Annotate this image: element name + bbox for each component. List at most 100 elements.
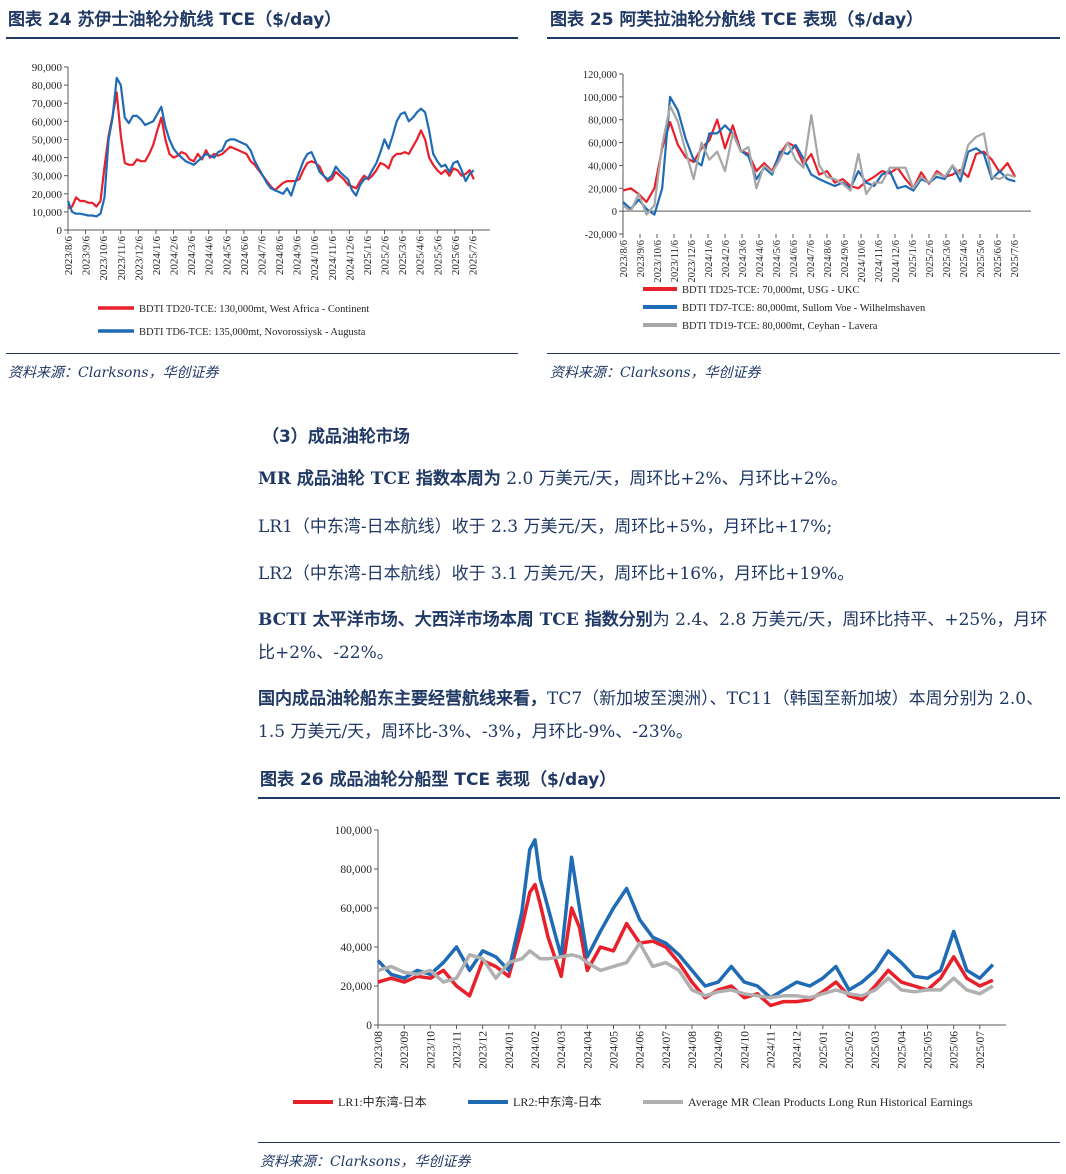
fig26-x-tick-label: 2024/06 [635, 1031, 647, 1069]
fig26-x-tick-label: 2024/02 [530, 1031, 542, 1069]
paragraph-lr2: LR2（中东湾-日本航线）收于 3.1 万美元/天，周环比+16%，月环比+19… [258, 564, 855, 584]
fig25-x-tick-label: 2023/10/6 [653, 240, 664, 283]
fig26-legend-label-0: LR1:中东湾-日本 [338, 1094, 427, 1109]
fig25-x-tick-label: 2025/5/6 [976, 240, 987, 277]
fig26-y-tick-label: 60,000 [340, 903, 372, 915]
fig26-legend-label-2: Average MR Clean Products Long Run Histo… [688, 1095, 973, 1109]
fig26-x-tick-label: 2025/06 [949, 1031, 961, 1069]
section-heading: （3）成品油轮市场 [262, 427, 410, 447]
figure-26-top-rule [258, 797, 1060, 799]
fig25-y-tick-label: 0 [612, 207, 617, 218]
fig26-x-tick-label: 2024/12 [792, 1031, 804, 1069]
fig26-y-tick-label: 40,000 [340, 942, 372, 954]
fig25-x-tick-label: 2025/7/6 [1010, 240, 1021, 277]
fig26-y-tick-label: 100,000 [335, 825, 373, 837]
fig24-y-tick-label: 10,000 [32, 207, 63, 219]
fig25-y-tick-label: 40,000 [588, 161, 617, 172]
fig24-y-tick-label: 50,000 [32, 134, 63, 146]
fig25-x-tick-label: 2024/5/6 [772, 240, 783, 277]
paragraph-domestic: 国内成品油轮船东主要经营航线来看，TC7（新加坡至澳洲）、TC11（韩国至新加坡… [258, 683, 1064, 749]
fig25-x-tick-label: 2023/11/6 [670, 240, 681, 282]
fig26-y-tick-label: 80,000 [340, 864, 372, 876]
fig26-x-tick-label: 2024/10 [739, 1031, 751, 1069]
fig26-x-tick-label: 2023/08 [373, 1031, 385, 1069]
fig24-y-tick-label: 70,000 [32, 98, 63, 110]
fig24-x-tick-label: 2025/6/6 [450, 236, 462, 276]
fig26-x-tick-label: 2024/04 [582, 1031, 594, 1069]
fig25-series-line-1 [622, 95, 1016, 216]
fig26-series-line-1 [376, 838, 995, 1000]
paragraph-domestic-lead: 国内成品油轮船东主要经营航线来看， [258, 689, 547, 709]
fig26-x-tick-label: 2025/02 [844, 1031, 856, 1069]
fig26-x-tick-label: 2025/03 [870, 1031, 882, 1069]
fig24-x-tick-label: 2025/7/6 [467, 236, 479, 276]
fig25-x-tick-label: 2024/6/6 [789, 240, 800, 277]
fig25-x-tick-label: 2024/9/6 [840, 240, 851, 277]
figure-24-bottom-rule [6, 353, 518, 354]
fig24-x-tick-label: 2023/11/6 [116, 236, 128, 281]
fig24-x-tick-label: 2024/12/6 [344, 236, 356, 281]
fig24-x-tick-label: 2024/9/6 [292, 236, 304, 276]
fig24-x-tick-label: 2023/9/6 [81, 236, 93, 276]
fig24-y-tick-label: 90,000 [32, 62, 63, 74]
fig26-x-tick-label: 2024/08 [687, 1031, 699, 1069]
fig24-legend-label-1: BDTI TD6-TCE: 135,000mt, Novorossiysk - … [139, 327, 366, 338]
fig24-x-tick-label: 2025/1/6 [362, 236, 374, 276]
fig24-x-tick-label: 2024/1/6 [151, 236, 163, 276]
fig25-x-tick-label: 2024/8/6 [823, 240, 834, 277]
fig25-y-tick-label: 60,000 [588, 139, 617, 150]
fig26-x-tick-label: 2023/11 [452, 1031, 464, 1069]
fig26-x-tick-label: 2025/05 [923, 1031, 935, 1069]
fig24-x-tick-label: 2024/6/6 [239, 236, 251, 276]
fig25-x-tick-label: 2024/11/6 [874, 240, 885, 282]
figure-24-chart: 0 10,000 20,000 30,000 40,000 50,000 60,000 70,… [6, 40, 520, 350]
fig24-x-tick-label: 2024/11/6 [327, 236, 339, 281]
figure-25-source: 资料来源：Clarksons，华创证券 [550, 365, 761, 381]
figure-25-svg: -20,000 0 20,000 40,000 60,000 80,000 100,000 1… [583, 70, 1031, 332]
fig26-x-tick-label: 2024/11 [766, 1031, 778, 1069]
paragraph-bcti-lead: BCTI 太平洋市场、大西洋市场本周 TCE 指数分别 [258, 610, 653, 630]
fig25-x-tick-label: 2024/4/6 [755, 240, 766, 277]
fig25-x-tick-label: 2024/12/6 [891, 240, 902, 283]
fig24-x-tick-label: 2024/8/6 [274, 236, 286, 276]
fig24-x-tick-label: 2024/2/6 [169, 236, 181, 276]
fig24-x-tick-label: 2025/2/6 [380, 236, 392, 276]
figure-26-bottom-rule [258, 1142, 1060, 1143]
fig25-x-tick-label: 2025/2/6 [925, 240, 936, 277]
fig24-x-tick-label: 2023/10/6 [98, 236, 110, 281]
fig25-legend-label-1: BDTI TD7-TCE: 80,000mt, Sullom Voe - Wil… [682, 303, 926, 314]
paragraph-bcti: BCTI 太平洋市场、大西洋市场本周 TCE 指数分别为 2.4、2.8 万美元… [258, 604, 1064, 670]
paragraph-domestic-body: TC7（新加坡至澳洲）、TC11（韩国至新加坡）本周分别为 2.0、1.5 万美… [258, 689, 1044, 742]
fig25-y-tick-label: 100,000 [583, 93, 617, 104]
figure-24-svg: 0 10,000 20,000 30,000 40,000 50,000 60,000 70,… [32, 62, 490, 338]
fig25-x-tick-label: 2025/3/6 [942, 240, 953, 277]
fig25-y-tick-label: 80,000 [588, 116, 617, 127]
fig26-x-tick-label: 2025/04 [896, 1031, 908, 1069]
fig25-x-tick-label: 2024/10/6 [857, 240, 868, 283]
fig26-x-tick-label: 2023/12 [478, 1031, 490, 1069]
figure-26-title: 图表 26 成品油轮分船型 TCE 表现（$/day） [260, 770, 617, 790]
fig24-x-tick-label: 2024/5/6 [221, 236, 233, 276]
figure-26-chart: 0 20,000 40,000 60,000 80,000 100,000 2023/08 2… [258, 800, 1062, 1140]
figure-25-top-rule [547, 37, 1060, 39]
figure-24-top-rule [6, 37, 518, 39]
figure-24-title: 图表 24 苏伊士油轮分航线 TCE（$/day） [8, 10, 342, 30]
fig25-y-tick-label: -20,000 [585, 230, 617, 241]
figure-25-bottom-rule [547, 353, 1060, 354]
figure-26-svg: 0 20,000 40,000 60,000 80,000 100,000 2023/08 2… [293, 825, 1006, 1109]
fig25-legend-label-2: BDTI TD19-TCE: 80,000mt, Ceyhan - Lavera [682, 321, 878, 332]
paragraph-bcti-body: 为 2.4、2.8 万美元/天，周环比持平、+25%，月环比+2%、-22%。 [258, 610, 1048, 663]
fig24-legend-label-0: BDTI TD20-TCE: 130,000mt, West Africa - … [139, 304, 369, 315]
fig25-y-tick-label: 120,000 [583, 70, 617, 81]
fig26-x-tick-label: 2024/01 [504, 1031, 516, 1069]
fig24-x-tick-label: 2024/10/6 [309, 236, 321, 281]
fig26-x-tick-label: 2024/09 [713, 1031, 725, 1069]
figure-25-chart: -20,000 0 20,000 40,000 60,000 80,000 100,000 1… [547, 40, 1062, 350]
paragraph-lr1: LR1（中东湾-日本航线）收于 2.3 万美元/天，周环比+5%，月环比+17%… [258, 517, 833, 537]
fig24-y-tick-label: 0 [57, 225, 63, 237]
fig24-y-tick-label: 80,000 [32, 80, 63, 92]
fig24-series-line-1 [66, 76, 475, 218]
fig25-x-tick-label: 2025/1/6 [908, 240, 919, 277]
fig24-x-tick-label: 2024/3/6 [186, 236, 198, 276]
fig24-series-line-0 [67, 91, 475, 210]
